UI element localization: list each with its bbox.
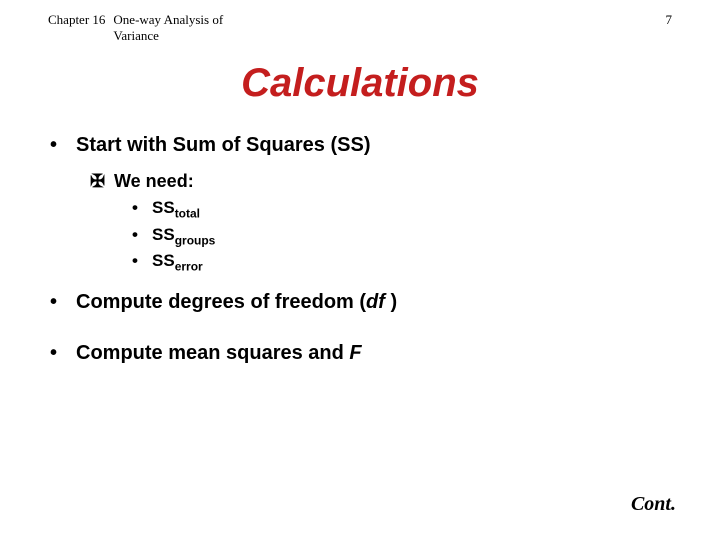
text-pre: Compute degrees of freedom ( [76,291,366,313]
bullet-ss-total: • SStotal [132,198,670,220]
ss-base: SS [152,251,175,270]
bullet-marker: ✠ [90,171,114,192]
bullet-marker: • [132,251,152,273]
bullet-marker: • [50,134,76,157]
bullet-compute-f: • Compute mean squares and F [50,342,670,365]
continuation-marker: Cont. [631,493,676,516]
slide-content: • Start with Sum of Squares (SS) ✠ We ne… [0,134,720,365]
text-pre: Compute mean squares and [76,342,349,364]
bullet-we-need: ✠ We need: [90,171,670,192]
bullet-text: Start with Sum of Squares (SS) [76,134,370,157]
bullet-compute-df: • Compute degrees of freedom (df ) [50,291,670,314]
bullet-ss-error: • SSerror [132,251,670,273]
page-number: 7 [666,12,673,43]
text-post: ) [385,291,397,313]
ss-subscript: error [175,259,203,273]
bullet-text: Compute mean squares and F [76,342,362,365]
ss-subscript: groups [175,233,216,247]
bullet-marker: • [132,198,152,220]
bullet-start-ss: • Start with Sum of Squares (SS) [50,134,670,157]
bullet-ss-groups: • SSgroups [132,225,670,247]
bullet-marker: • [132,225,152,247]
bullet-text: SSerror [152,251,203,273]
df-symbol: df [366,291,385,313]
ss-subscript: total [175,207,200,221]
bullet-marker: • [50,342,76,365]
bullet-text: SStotal [152,198,200,220]
slide-header: Chapter 16 One-way Analysis of Variance … [0,0,720,43]
f-symbol: F [349,342,361,364]
bullet-text: We need: [114,171,194,192]
slide-title: Calculations [0,61,720,106]
bullet-marker: • [50,291,76,314]
chapter-label: Chapter 16 [48,12,105,43]
bullet-text: Compute degrees of freedom (df ) [76,291,397,314]
chapter-title: One-way Analysis of Variance [113,12,253,43]
ss-base: SS [152,225,175,244]
bullet-text: SSgroups [152,225,215,247]
header-left: Chapter 16 One-way Analysis of Variance [48,12,253,43]
ss-base: SS [152,198,175,217]
